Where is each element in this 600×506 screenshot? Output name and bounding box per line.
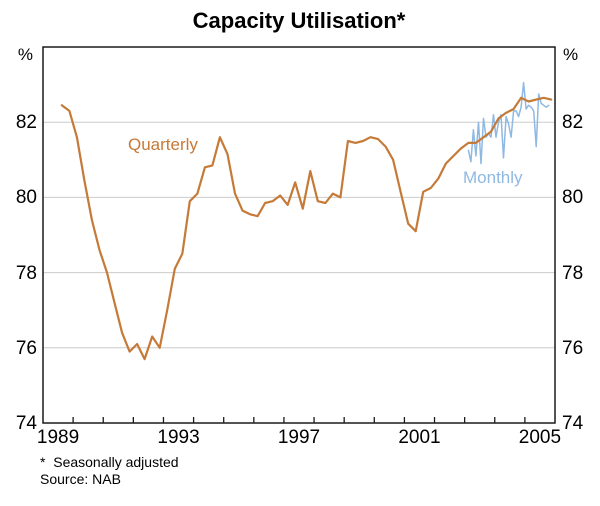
chart-title: Capacity Utilisation* bbox=[192, 8, 406, 33]
x-tick-label-2005: 2005 bbox=[518, 427, 562, 448]
x-tick-label-1997: 1997 bbox=[277, 427, 321, 448]
y-tick-label-74: 74 bbox=[562, 413, 584, 434]
y-tick-label-80: 80 bbox=[15, 187, 37, 209]
y-tick-label-80: 80 bbox=[562, 187, 584, 209]
y-axis-unit-right: % bbox=[563, 45, 579, 64]
series-label-monthly: Monthly bbox=[463, 168, 523, 187]
y-tick-label-78: 78 bbox=[562, 262, 584, 284]
y-tick-label-74: 74 bbox=[15, 413, 37, 434]
footnote-seasonally-adjusted: * Seasonally adjusted bbox=[40, 454, 179, 470]
plot-border bbox=[42, 46, 556, 424]
y-tick-label-76: 76 bbox=[562, 337, 584, 359]
y-tick-label-82: 82 bbox=[15, 112, 37, 134]
x-tick-label-1993: 1993 bbox=[157, 427, 200, 448]
x-tick-label-2001: 2001 bbox=[398, 427, 441, 448]
series-label-quarterly: Quarterly bbox=[128, 135, 198, 154]
y-tick-label-82: 82 bbox=[562, 112, 584, 134]
footnote-source: Source: NAB bbox=[40, 471, 121, 487]
y-tick-label-76: 76 bbox=[15, 337, 37, 359]
y-axis-unit-left: % bbox=[17, 45, 33, 64]
monthly-line bbox=[467, 81, 550, 165]
quarterly-line bbox=[60, 96, 553, 361]
x-tick-label-1989: 1989 bbox=[36, 427, 80, 448]
y-tick-label-78: 78 bbox=[15, 262, 37, 284]
